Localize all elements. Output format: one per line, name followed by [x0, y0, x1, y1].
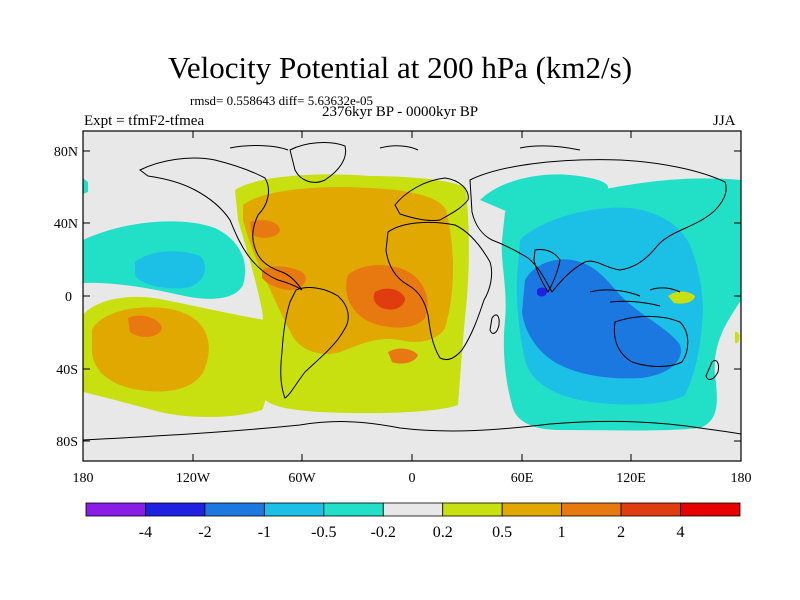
coast-madagascar: [489, 314, 500, 334]
colorbar-label: -4: [139, 524, 152, 541]
colorbar-label: -2: [198, 524, 211, 541]
lat-label-80n: 80N: [54, 145, 78, 160]
chart-title: Velocity Potential at 200 hPa (km2/s): [167, 50, 633, 85]
lon-label-60e: 60E: [511, 471, 534, 486]
coast-europe: [394, 177, 469, 221]
colorbar-label: 2: [617, 524, 625, 541]
coast-south-america: [280, 287, 349, 399]
colorbar-label: -0.2: [371, 524, 396, 541]
central-america-orange: [250, 220, 280, 238]
coast-asia: [469, 159, 727, 293]
west-edge-teal: [83, 178, 88, 194]
colorbar-swatch: [145, 502, 206, 517]
lat-label-0: 0: [65, 290, 72, 305]
coast-africa: [385, 221, 493, 361]
coast-antarctica: [83, 420, 741, 441]
coastlines: [83, 142, 741, 441]
coast-arctic: [229, 145, 581, 151]
experiment-label: Expt = tfmF2-tfmea: [84, 113, 205, 129]
axis-ticks: [82, 131, 742, 461]
date-line-yellow-right: [735, 331, 740, 344]
north-pacific-teal: [480, 174, 609, 215]
south-atlantic-orange: [388, 348, 418, 364]
lon-label-180w: 180: [73, 471, 94, 486]
period-label: 2376kyr BP - 0000kyr BP: [322, 104, 479, 120]
coast-greenland: [289, 142, 347, 183]
colorbar-swatch: [323, 502, 384, 517]
pacific-north-blue: [135, 251, 205, 289]
pacific-south-orange: [92, 307, 209, 392]
coast-north-america: [139, 157, 303, 291]
colorbar-label: 4: [677, 524, 685, 541]
colorbar-swatch: [263, 502, 325, 517]
season-label: JJA: [713, 113, 736, 129]
coast-india: [533, 249, 561, 293]
colorbar-label: -1: [258, 524, 271, 541]
stats-label: rmsd= 0.558643 diff= 5.63632e-05: [190, 93, 374, 108]
indian-ocean-darkblue: [522, 259, 681, 379]
colorbar-swatch: [382, 502, 444, 517]
colorbar-swatch: [85, 502, 146, 517]
colorbar-swatch: [680, 502, 741, 517]
colorbar-swatch: [620, 502, 681, 517]
colorbar-label: 0.5: [492, 524, 512, 541]
lat-label-40s: 40S: [56, 363, 78, 378]
west-pacific-yellow: [668, 291, 695, 304]
colorbar-label: 1: [558, 524, 566, 541]
lon-label-120w: 120W: [176, 471, 211, 486]
lat-label-80s: 80S: [56, 435, 78, 450]
gulf-of-guinea-core: [373, 288, 405, 310]
pacific-south-dark: [128, 315, 162, 337]
indian-ocean-core: [537, 287, 547, 297]
colorbar-label: 0.2: [433, 524, 453, 541]
caribbean-darkorange: [262, 266, 306, 290]
colorbar-swatch: [561, 502, 622, 517]
lon-label-120e: 120E: [616, 471, 646, 486]
lon-label-60w: 60W: [288, 471, 316, 486]
coast-new-zealand: [705, 359, 719, 380]
coast-australia: [613, 315, 689, 367]
colorbar-swatch: [501, 502, 563, 517]
colorbar: -4 -2 -1 -0.5 -0.2 0.2 0.5 1 2 4: [85, 502, 741, 541]
colorbar-label: -0.5: [311, 524, 336, 541]
colorbar-swatch: [442, 502, 503, 517]
lon-label-180e: 180: [731, 471, 752, 486]
contour-fill: [83, 131, 741, 461]
lon-label-0: 0: [409, 471, 416, 486]
lat-label-40n: 40N: [54, 217, 78, 232]
coast-indonesia: [589, 287, 681, 307]
colorbar-swatch: [204, 502, 265, 517]
